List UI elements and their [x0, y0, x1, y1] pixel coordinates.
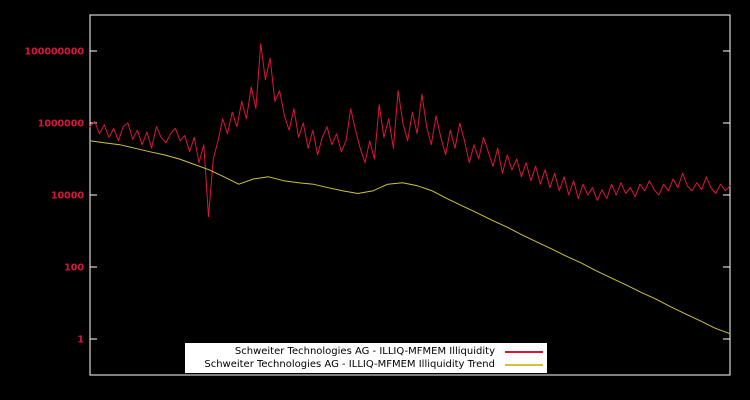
series-line-trend — [89, 140, 731, 335]
y-tick-label: 100000000 — [25, 47, 85, 58]
series-line-illiquidity — [89, 43, 731, 218]
legend-item-trend: Schweiter Technologies AG - ILLIQ-MFMEM … — [191, 358, 543, 371]
legend-label-illiquidity: Schweiter Technologies AG - ILLIQ-MFMEM … — [234, 346, 495, 357]
legend-line-swatch-illiquidity — [505, 350, 543, 353]
y-tick-label: 100 — [64, 263, 84, 274]
chart-legend: Schweiter Technologies AG - ILLIQ-MFMEM … — [185, 343, 547, 373]
legend-line-swatch-trend — [505, 363, 543, 366]
y-tick-label: 1000000 — [38, 119, 85, 130]
y-tick-label: 1 — [77, 335, 84, 346]
y-tick-label: 10000 — [51, 191, 84, 202]
legend-label-trend: Schweiter Technologies AG - ILLIQ-MFMEM … — [204, 359, 495, 370]
legend-item-illiquidity: Schweiter Technologies AG - ILLIQ-MFMEM … — [191, 345, 543, 358]
